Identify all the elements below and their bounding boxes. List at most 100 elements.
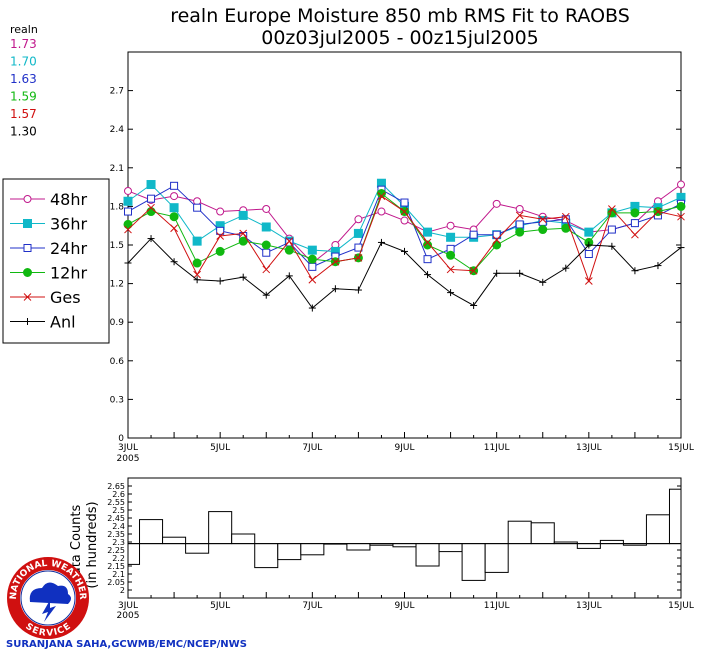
data-point: [124, 207, 132, 216]
logo-cloud-icon: [29, 582, 71, 604]
data-point: [400, 198, 409, 207]
data-point: [584, 277, 593, 285]
data-point: [630, 208, 640, 218]
data-point-stroke: [608, 205, 616, 213]
y-tick-label: 2.3: [112, 538, 125, 547]
y-tick-label: 2.05: [107, 578, 125, 587]
legend-box: [2, 178, 110, 344]
data-point-stroke: [193, 270, 201, 279]
y-tick-label: 1.2: [110, 280, 124, 290]
mean-value: 1.73: [10, 37, 37, 51]
data-point: [216, 277, 224, 285]
data-point-stroke: [423, 238, 432, 247]
data-point: [492, 230, 501, 239]
y-tick-label: 0.6: [110, 357, 125, 367]
x-tick-label: 7JUL: [302, 443, 322, 453]
x-tick-label: 11JUL: [484, 443, 510, 453]
x-tick-label: 3JUL: [118, 601, 138, 611]
data-point: [193, 276, 201, 284]
data-point-stroke: [308, 275, 317, 284]
data-point: [630, 219, 639, 228]
counts-ylabel: Data Counts (in hundreds): [69, 501, 100, 588]
y-tick-label: 2.7: [110, 87, 124, 97]
x-tick-label: 13JUL: [576, 443, 602, 453]
y-tick-label: 2: [120, 586, 125, 595]
data-point: [261, 222, 271, 232]
count-bar: [346, 543, 371, 551]
mean-value: 1.59: [10, 90, 37, 104]
data-point: [239, 273, 247, 281]
data-point-stroke: [377, 192, 386, 200]
x-tick-sublabel: 2005: [117, 611, 140, 621]
data-point: [584, 227, 594, 237]
series-ges: [124, 192, 685, 285]
data-point: [353, 228, 363, 238]
data-point: [677, 180, 685, 189]
data-point: [469, 230, 478, 239]
x-tick-label: 15JUL: [668, 443, 694, 453]
data-point: [193, 203, 202, 212]
data-point: [607, 225, 616, 234]
data-point: [423, 255, 432, 264]
main-plot-frame: [127, 51, 682, 439]
legend-marker: [24, 318, 31, 325]
count-bar: [668, 488, 682, 545]
data-point: [446, 265, 455, 274]
count-bar: [645, 514, 670, 545]
data-point: [516, 269, 524, 277]
data-point: [170, 192, 179, 201]
counts-series: [127, 488, 682, 581]
legend-label: 48hr: [50, 190, 88, 209]
data-point: [239, 229, 248, 238]
legend-label: Ges: [50, 288, 81, 307]
data-point: [538, 225, 548, 235]
y-tick-label: 0: [118, 434, 124, 444]
x-tick-label: 5JUL: [210, 601, 230, 611]
data-point-stroke: [677, 212, 685, 221]
mean-value: 1.57: [10, 107, 37, 121]
nws-logo: NATIONAL WEATHER SERVICE: [7, 557, 89, 639]
series-24hr: [124, 181, 685, 271]
data-point: [469, 266, 478, 275]
data-point-stroke: [400, 207, 409, 216]
data-point: [123, 196, 133, 206]
data-point: [354, 215, 363, 224]
data-point-stroke: [262, 265, 271, 274]
count-bar: [461, 543, 486, 581]
data-point: [124, 259, 132, 267]
data-point: [608, 205, 616, 213]
count-bar: [231, 533, 256, 545]
data-point: [561, 212, 570, 221]
data-point: [446, 250, 456, 260]
data-point: [284, 245, 294, 255]
count-bar: [254, 543, 279, 569]
data-point: [515, 211, 524, 220]
data-point: [308, 304, 316, 312]
data-point: [216, 207, 225, 216]
count-bar: [162, 536, 187, 545]
count-bar: [576, 543, 601, 549]
data-point: [261, 240, 271, 250]
legend-marker: [23, 219, 32, 228]
data-point: [538, 215, 547, 224]
data-point: [308, 262, 317, 271]
data-point-stroke: [239, 229, 248, 238]
data-point: [585, 241, 593, 249]
data-point: [608, 242, 616, 250]
data-point: [216, 232, 225, 240]
count-bar: [438, 543, 463, 553]
legend-label: 12hr: [50, 264, 88, 283]
data-point: [262, 204, 271, 213]
data-point: [515, 227, 525, 237]
data-point-stroke: [446, 265, 455, 274]
counts-ylabel-line1: Data Counts: [69, 505, 84, 586]
x-tick-label: 7JUL: [302, 601, 322, 611]
mean-value: 1.30: [10, 125, 37, 139]
y-tick-label: 0.3: [110, 395, 124, 405]
data-point: [515, 204, 524, 213]
data-point: [308, 275, 317, 284]
count-bar: [139, 519, 164, 545]
legend-label: 36hr: [50, 215, 88, 234]
data-point: [677, 244, 685, 252]
